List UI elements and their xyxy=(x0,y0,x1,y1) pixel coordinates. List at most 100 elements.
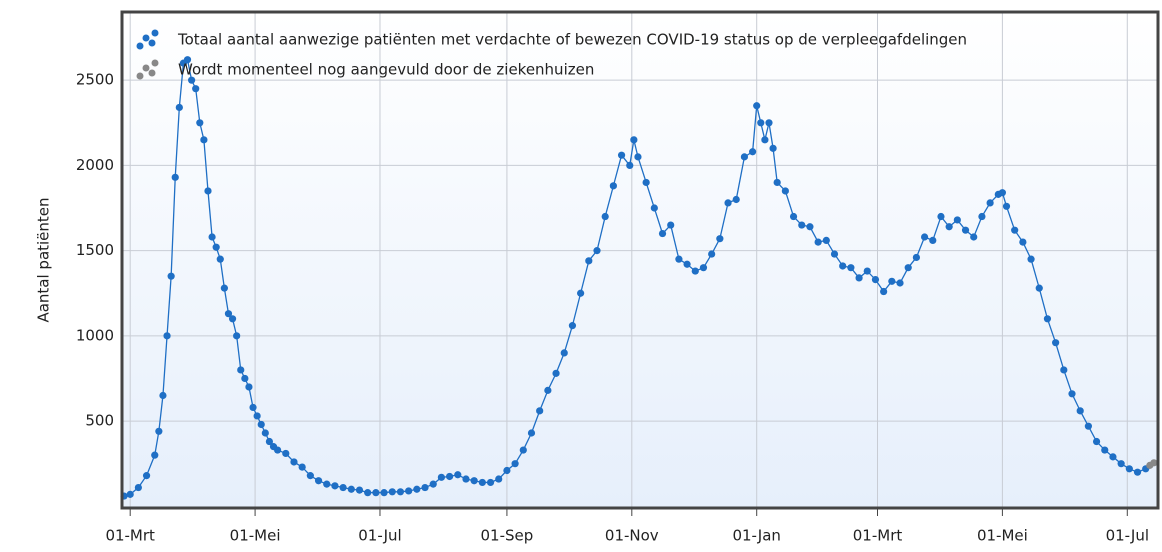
data-point xyxy=(155,427,163,435)
data-point xyxy=(757,119,765,127)
data-point xyxy=(437,473,445,481)
x-tick-label: 01-Jul xyxy=(358,527,401,545)
data-point xyxy=(486,478,495,487)
data-point xyxy=(1117,460,1125,468)
data-point xyxy=(421,483,429,492)
data-point xyxy=(945,223,953,231)
data-point xyxy=(708,250,716,258)
data-point xyxy=(261,429,269,437)
data-point xyxy=(519,446,527,454)
y-tick-label: 2000 xyxy=(76,156,114,174)
data-point xyxy=(290,458,298,466)
data-point xyxy=(822,236,830,244)
data-point xyxy=(675,255,683,263)
data-point xyxy=(175,103,183,112)
x-tick-label: 01-Mrt xyxy=(105,527,155,545)
data-point xyxy=(355,486,364,494)
legend-label: Wordt momenteel nog aangevuld door de zi… xyxy=(178,61,594,79)
legend-marker xyxy=(142,34,150,42)
data-point xyxy=(630,136,638,144)
data-point xyxy=(970,233,978,241)
legend-marker xyxy=(142,64,150,72)
data-point xyxy=(429,480,437,488)
data-point xyxy=(769,144,777,152)
data-point xyxy=(888,277,896,285)
data-point xyxy=(789,212,798,221)
data-point xyxy=(253,412,261,420)
plot-frame xyxy=(120,10,1160,510)
y-tick-label: 500 xyxy=(85,412,114,430)
y-axis-label: Aantal patiënten xyxy=(35,197,53,322)
data-point xyxy=(536,407,544,415)
data-point xyxy=(1150,459,1158,467)
data-point xyxy=(593,247,601,255)
legend-marker xyxy=(136,72,144,80)
data-point xyxy=(1125,465,1133,473)
data-point xyxy=(961,226,970,234)
data-point xyxy=(1133,468,1142,476)
data-point xyxy=(871,276,880,284)
data-point xyxy=(667,221,675,229)
data-point xyxy=(274,446,282,454)
data-point xyxy=(716,235,724,243)
data-point xyxy=(577,289,585,297)
data-point xyxy=(1019,238,1027,246)
data-point xyxy=(237,366,245,374)
data-point xyxy=(658,229,667,238)
data-point xyxy=(208,233,216,241)
data-point xyxy=(1084,422,1092,430)
data-point xyxy=(761,136,769,144)
data-point xyxy=(405,487,413,495)
data-point xyxy=(163,332,171,340)
data-point xyxy=(364,489,372,497)
data-point xyxy=(806,223,814,231)
data-point xyxy=(1092,437,1101,446)
data-point xyxy=(912,253,921,262)
data-point xyxy=(920,233,929,241)
x-tick-label: 01-Jul xyxy=(1106,527,1149,545)
data-point xyxy=(609,182,617,190)
data-point xyxy=(896,279,904,287)
x-tick-label: 01-Jan xyxy=(732,527,780,545)
data-point xyxy=(396,488,405,496)
data-point xyxy=(511,460,519,468)
data-point xyxy=(798,221,806,229)
data-point xyxy=(765,119,773,127)
data-point xyxy=(1052,339,1060,347)
data-point xyxy=(953,216,961,224)
y-tick-label: 1000 xyxy=(76,326,114,344)
data-point xyxy=(699,264,708,272)
plot-area xyxy=(122,12,1158,508)
data-point xyxy=(347,485,355,493)
data-point xyxy=(904,264,912,272)
x-tick-label: 01-Mei xyxy=(230,527,281,545)
data-point xyxy=(753,102,761,110)
data-point xyxy=(1027,255,1035,263)
data-point xyxy=(249,403,257,412)
data-point xyxy=(1043,315,1052,323)
data-point xyxy=(847,264,855,272)
data-point xyxy=(863,267,871,275)
data-point xyxy=(830,250,839,258)
data-point xyxy=(241,374,249,383)
data-point xyxy=(650,204,658,212)
data-point xyxy=(929,236,937,244)
data-point xyxy=(749,148,757,156)
data-point xyxy=(683,260,691,268)
data-point xyxy=(691,267,699,275)
data-point xyxy=(323,480,331,488)
data-point xyxy=(282,449,290,458)
data-point xyxy=(134,483,142,492)
data-point xyxy=(314,477,323,485)
data-point xyxy=(413,485,421,493)
data-point xyxy=(986,199,994,207)
data-point xyxy=(339,483,347,492)
data-point xyxy=(171,173,179,181)
data-point xyxy=(617,151,626,159)
data-point xyxy=(257,420,265,429)
legend-marker xyxy=(148,39,156,47)
data-point xyxy=(1002,202,1011,210)
data-point xyxy=(224,310,233,318)
data-point xyxy=(192,85,200,93)
